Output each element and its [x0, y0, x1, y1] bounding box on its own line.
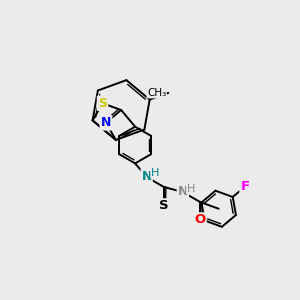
Text: F: F — [240, 180, 249, 193]
Text: N: N — [101, 116, 111, 129]
Text: H: H — [187, 184, 195, 194]
Text: H: H — [151, 168, 159, 178]
Text: CH₃: CH₃ — [147, 88, 166, 98]
Text: S: S — [98, 97, 107, 110]
Text: S: S — [159, 199, 169, 212]
Text: N: N — [178, 184, 188, 198]
Text: O: O — [194, 213, 206, 226]
Text: N: N — [141, 169, 152, 182]
